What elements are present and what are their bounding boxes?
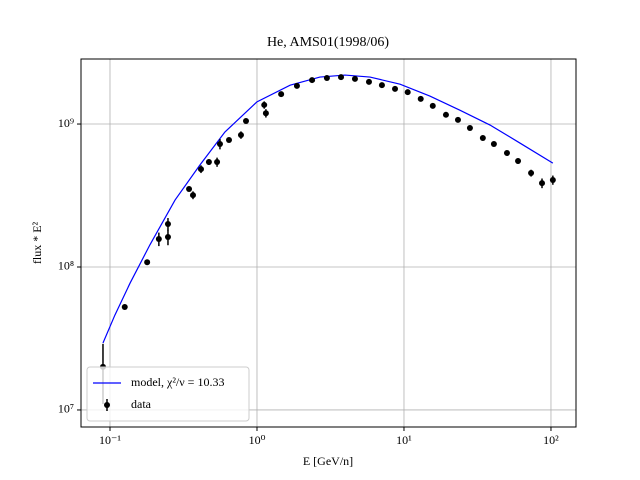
x-tick-label: 10⁰ (249, 433, 266, 447)
legend-swatch (104, 402, 110, 408)
data-point (197, 166, 204, 173)
data-point (164, 234, 171, 241)
data-point (164, 220, 171, 227)
data-point (378, 82, 385, 89)
data-point (454, 116, 461, 123)
x-tick-label: 10⁻¹ (99, 433, 121, 447)
data-point (225, 137, 232, 144)
data-point (323, 74, 330, 81)
grid (81, 59, 576, 427)
data-point (243, 117, 250, 124)
plot-area (99, 74, 556, 405)
y-axis-label: flux * E² (30, 221, 44, 264)
data-point (417, 95, 424, 102)
data-point (490, 140, 497, 147)
model-line (102, 74, 554, 344)
axes-frame (80, 58, 577, 428)
y-tick-label: 10⁷ (58, 402, 74, 416)
data-point (293, 82, 300, 89)
legend-label: data (131, 397, 152, 411)
data-point (261, 101, 268, 108)
legend-box (86, 366, 250, 422)
data-point (392, 85, 399, 92)
data-point (479, 135, 486, 142)
legend-label: model, χ²/ν = 10.33 (131, 375, 224, 389)
x-tick-label: 10² (543, 433, 559, 447)
data-point (262, 110, 269, 117)
chart-title: He, AMS01(1998/06) (267, 35, 389, 50)
data-point (351, 75, 358, 82)
y-tick-label: 10⁹ (58, 116, 74, 130)
data-point (189, 192, 196, 199)
legend: model, χ²/ν = 10.33 data (86, 366, 250, 422)
x-axis-label: E [GeV/n] (303, 454, 353, 468)
data-point (429, 102, 436, 109)
data-point (503, 150, 510, 157)
data-point (144, 259, 151, 266)
data-point (237, 132, 244, 139)
data-point (278, 91, 285, 98)
data-point (539, 180, 546, 187)
data-point (186, 186, 193, 193)
data-point (515, 158, 522, 165)
data-point (309, 77, 316, 84)
y-tick-label: 10⁸ (58, 259, 74, 273)
data-point (205, 159, 212, 166)
data-point (442, 111, 449, 118)
data-point (549, 176, 556, 183)
data-point (404, 89, 411, 96)
x-tick-label: 10¹ (396, 433, 412, 447)
data-point (155, 235, 162, 242)
data-point (216, 140, 223, 147)
data-point (528, 170, 535, 177)
data-point (214, 159, 221, 166)
data-point (338, 74, 345, 81)
data-point (365, 78, 372, 85)
data-point (121, 304, 128, 311)
data-point (466, 125, 473, 132)
